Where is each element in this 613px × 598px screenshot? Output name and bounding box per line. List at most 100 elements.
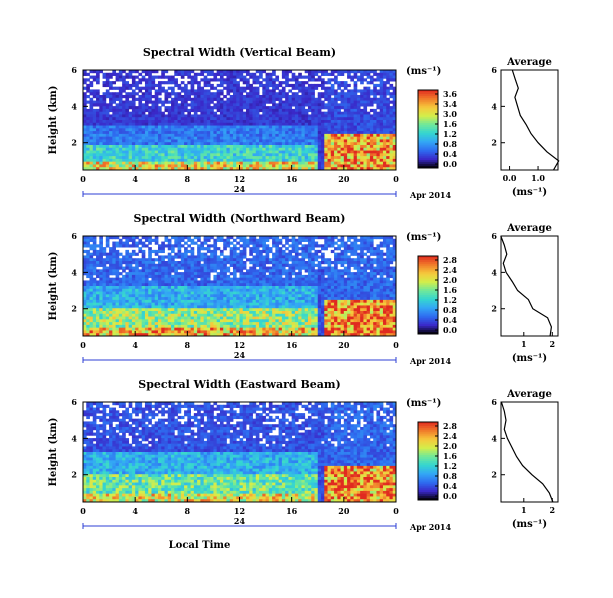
heatmap-cell [337, 277, 341, 281]
heatmap-cell [174, 156, 178, 160]
heatmap-cell [105, 272, 110, 276]
heatmap-cell [350, 156, 355, 160]
heatmap-cell [223, 244, 227, 248]
heatmap-cell [246, 106, 250, 110]
heatmap-cell [144, 294, 149, 298]
heatmap-cell [154, 156, 159, 160]
heatmap-cell [268, 283, 273, 287]
heatmap-cell [356, 272, 361, 276]
heatmap-cell [223, 238, 227, 242]
heatmap-cell [340, 111, 345, 115]
heatmap-cell [229, 81, 234, 85]
heatmap-cell [167, 258, 172, 262]
heatmap-cell [317, 133, 322, 138]
heatmap-cell [187, 75, 191, 79]
heatmap-cell [206, 133, 211, 138]
heatmap-cell [301, 89, 306, 93]
heatmap-cell [347, 70, 351, 74]
heatmap-cell [177, 164, 182, 168]
heatmap-cell [167, 111, 172, 115]
heatmap-cell [252, 120, 257, 124]
heatmap-cell [193, 72, 198, 76]
heatmap-cell [373, 269, 377, 273]
heatmap-cell [180, 294, 185, 298]
heatmap-cell [164, 158, 169, 163]
heatmap-cell [109, 150, 113, 154]
heatmap-cell [99, 139, 103, 143]
heatmap-cell [203, 150, 208, 154]
heatmap-cell [356, 156, 361, 160]
heatmap-cell [389, 136, 394, 140]
heatmap-cell [112, 97, 116, 101]
heatmap-cell [109, 114, 113, 118]
heatmap-cell [105, 286, 110, 290]
heatmap-cell [161, 125, 165, 129]
heatmap-cell [164, 89, 169, 93]
heatmap-cell [343, 241, 348, 245]
heatmap-cell [141, 241, 146, 245]
heatmap-cell [148, 95, 152, 99]
heatmap-cell [219, 238, 224, 242]
heatmap-cell [190, 161, 195, 165]
heatmap-cell [96, 142, 100, 146]
heatmap-cell [363, 133, 368, 138]
heatmap-cell [278, 266, 283, 270]
heatmap-cell [376, 133, 381, 138]
heatmap-cell [340, 244, 345, 248]
heatmap-cell [239, 92, 244, 96]
heatmap-cell [389, 238, 394, 242]
heatmap-cell [190, 106, 195, 110]
heatmap-cell [337, 70, 341, 74]
heatmap-cell [389, 269, 394, 273]
heatmap-cell [311, 120, 315, 124]
heatmap-cell [259, 125, 263, 129]
heatmap-cell [193, 81, 198, 85]
heatmap-cell [138, 145, 143, 149]
heatmap-cell [109, 277, 113, 281]
heatmap-cell [89, 286, 94, 290]
heatmap-cell [144, 83, 149, 88]
heatmap-cell [167, 150, 172, 154]
heatmap-cell [252, 274, 257, 279]
heatmap-cell [353, 247, 358, 251]
heatmap-cell [246, 258, 250, 262]
heatmap-cell [138, 272, 143, 276]
heatmap-cell [275, 280, 280, 284]
heatmap-cell [112, 294, 116, 298]
heatmap-cell [210, 117, 214, 121]
heatmap-cell [307, 139, 312, 143]
heatmap-cell [112, 266, 116, 270]
heatmap-cell [360, 238, 364, 242]
heatmap-cell [226, 258, 231, 262]
heatmap-cell [223, 100, 227, 104]
heatmap-cell [112, 252, 116, 256]
heatmap-cell [203, 78, 208, 82]
heatmap-cell [92, 145, 97, 149]
heatmap-cell [148, 136, 152, 140]
heatmap-cell [125, 136, 130, 140]
heatmap-cell [89, 125, 94, 129]
heatmap-cell [92, 266, 97, 270]
heatmap-cell [294, 263, 299, 267]
heatmap-cell [324, 125, 328, 129]
heatmap-cell [223, 70, 227, 74]
heatmap-cell [382, 252, 387, 256]
heatmap-cell [340, 128, 345, 132]
heatmap-cell [347, 136, 351, 140]
heatmap-cell [203, 272, 208, 276]
heatmap-cell [382, 263, 387, 267]
heatmap-cell [83, 133, 87, 138]
heatmap-cell [144, 288, 149, 292]
heatmap-cell [177, 272, 182, 276]
heatmap-cell [187, 125, 191, 129]
heatmap-cell [285, 158, 289, 163]
heatmap-cell [144, 153, 149, 157]
heatmap-cell [112, 122, 116, 126]
heatmap-cell [187, 255, 191, 259]
heatmap-cell [151, 75, 156, 79]
heatmap-cell [343, 258, 348, 262]
colorbar-swatch [418, 136, 438, 140]
heatmap-cell [360, 120, 364, 124]
heatmap-cell [83, 266, 87, 270]
heatmap-cell [255, 283, 260, 287]
